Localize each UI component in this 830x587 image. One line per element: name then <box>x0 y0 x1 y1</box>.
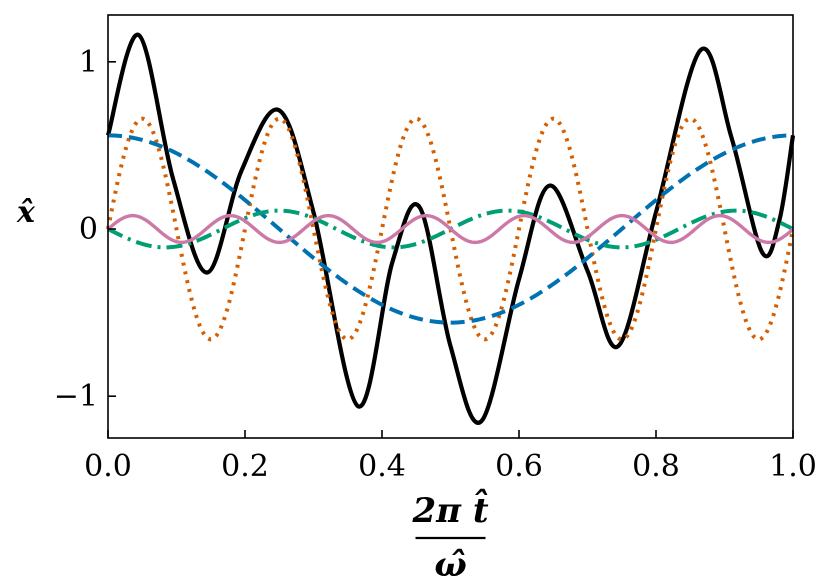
x-tick-label-5: 1.0 <box>769 449 817 484</box>
x-tick-label-3: 0.6 <box>495 449 543 484</box>
series-line-0 <box>105 32 796 425</box>
x-axis-label-numerator: 2π t̂ <box>411 489 488 531</box>
y-tick-label-2: 1 <box>79 45 98 80</box>
x-tick-label-2: 0.4 <box>358 449 406 484</box>
x-tick-label-4: 0.8 <box>632 449 680 484</box>
x-tick-label-0: 0.0 <box>84 449 132 484</box>
series-line-4 <box>106 213 795 245</box>
x-axis-label: 2π t̂ ω̂ <box>411 489 488 585</box>
y-axis-label: x̂ <box>16 195 36 230</box>
x-axis-label-denominator: ω̂ <box>434 545 466 585</box>
plot-frame <box>107 14 794 439</box>
y-tick-label-0: −1 <box>54 379 98 414</box>
y-tick-label-1: 0 <box>79 212 98 247</box>
series-layer <box>105 32 796 425</box>
series-line-2 <box>107 133 794 325</box>
ticks-layer: 0.0 0.2 0.4 0.6 0.8 1.0 −1 0 1 <box>54 45 817 484</box>
x-tick-label-1: 0.2 <box>221 449 269 484</box>
